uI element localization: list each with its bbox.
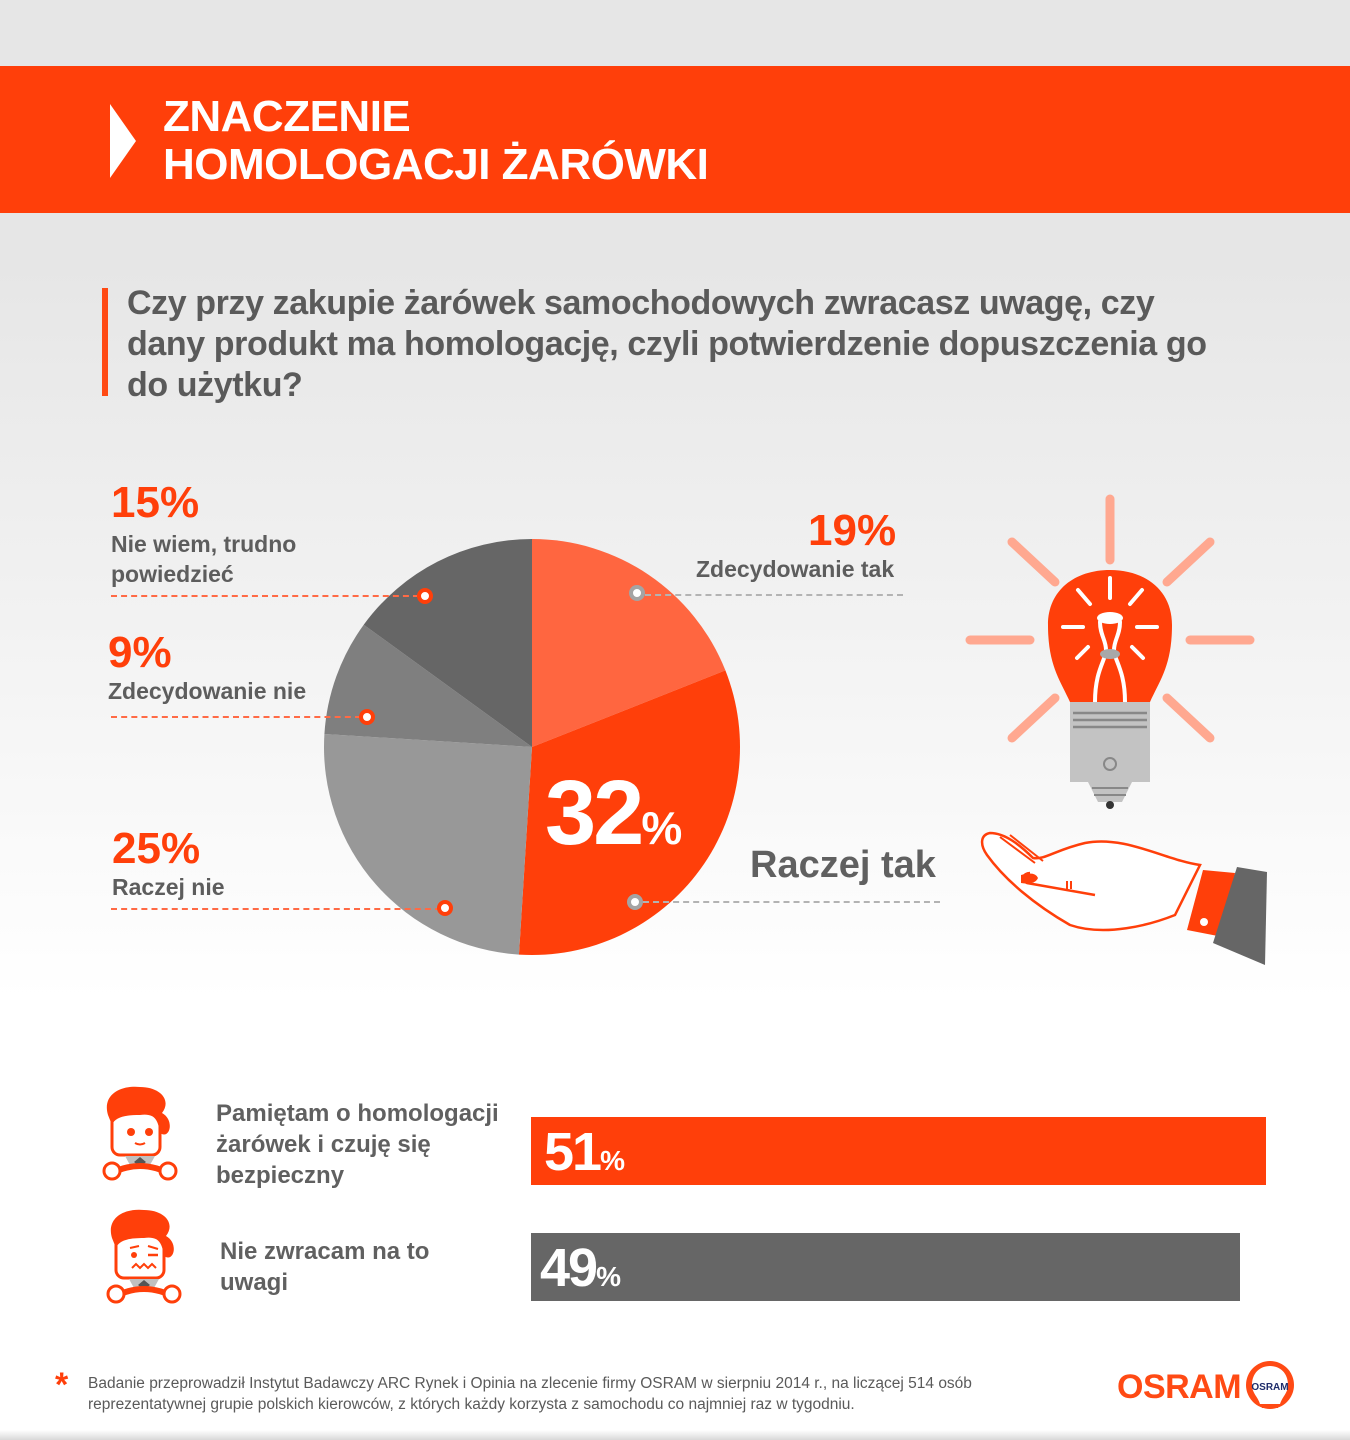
bar-label-ignore-line2: uwagi (220, 1269, 289, 1296)
bar-ignore-number: 49 (540, 1238, 598, 1298)
label-zdecydowanie-nie: Zdecydowanie nie (108, 678, 307, 704)
header-banner: ZNACZENIE HOMOLOGACJI ŻARÓWKI (0, 66, 1350, 213)
pie-slice-raczej-nie (324, 733, 532, 955)
label-nie-wiem: Nie wiem, trudno powiedzieć (111, 529, 296, 589)
pie-slices (324, 539, 740, 955)
leader-line-zdecydowanie-nie (111, 716, 361, 718)
label-nie-wiem-line2: powiedzieć (111, 561, 234, 587)
footnote-line2: reprezentatywnej grupie polskich kierowc… (88, 1396, 855, 1413)
osram-wordmark: OSRAM (1117, 1368, 1242, 1406)
bar-remember: 51% (531, 1117, 1266, 1185)
bar-remember-sign: % (600, 1145, 625, 1176)
bar-label-ignore: Nie zwracam na to uwagi (220, 1236, 429, 1298)
pct-zdecydowanie-tak: 19% (808, 506, 897, 555)
title-line-1: ZNACZENIE (163, 92, 411, 141)
marker-dot-zdecydowanie-nie (359, 709, 375, 725)
bar-remember-value: 51% (544, 1123, 625, 1190)
leader-line-raczej-nie (111, 908, 441, 910)
survey-question: Czy przy zakupie żarówek samochodowych z… (127, 284, 1207, 404)
pie-slice-zdecydowanie-nie (324, 624, 532, 747)
pct-raczej-tak-sign: % (641, 802, 683, 854)
pie-slice-raczej-tak (518, 670, 740, 955)
footnote-line1: Badanie przeprowadził Instytut Badawczy … (88, 1375, 972, 1392)
leader-line-raczej-tak (643, 901, 940, 903)
asterisk-icon: * (55, 1366, 69, 1404)
light-bulb-icon (965, 494, 1255, 809)
bar-label-remember-line2: żarówek i czuję się (216, 1131, 431, 1158)
label-raczej-nie: Raczej nie (112, 874, 225, 900)
marker-dot-raczej-tak (627, 894, 643, 910)
pct-nie-wiem: 15% (111, 478, 200, 527)
label-raczej-tak: Raczej tak (750, 844, 936, 886)
page-title: ZNACZENIE HOMOLOGACJI ŻARÓWKI (163, 92, 709, 189)
label-zdecydowanie-tak: Zdecydowanie tak (696, 556, 895, 582)
happy-driver-icon (102, 1086, 178, 1181)
leader-line-zdecydowanie-tak (645, 594, 903, 596)
marker-dot-zdecydowanie-tak (629, 585, 645, 601)
osram-badge-text: OSRAM (1251, 1382, 1288, 1393)
marker-dot-raczej-nie (437, 900, 453, 916)
bar-ignore-sign: % (596, 1261, 621, 1292)
pct-zdecydowanie-nie: 9% (108, 628, 172, 677)
footnote: Badanie przeprowadził Instytut Badawczy … (88, 1373, 1048, 1415)
bar-ignore: 49% (531, 1233, 1240, 1301)
osram-bulb-logo-icon: OSRAM (1246, 1361, 1294, 1409)
bar-label-remember-line1: Pamiętam o homologacji (216, 1100, 499, 1127)
pct-raczej-tak-number: 32 (545, 762, 644, 864)
pct-raczej-nie: 25% (112, 824, 201, 873)
bar-label-remember-line3: bezpieczny (216, 1162, 345, 1189)
question-accent-bar (102, 288, 108, 396)
marker-dot-nie-wiem (417, 588, 433, 604)
worried-driver-icon (106, 1209, 182, 1304)
play-arrow-icon (110, 104, 136, 178)
pie-slice-zdecydowanie-tak (532, 539, 726, 747)
bar-remember-number: 51 (544, 1122, 602, 1182)
open-hand-icon (980, 831, 1267, 965)
pie-slice-nie-wiem (363, 539, 532, 747)
pie-chart (324, 539, 740, 955)
title-line-2: HOMOLOGACJI ŻARÓWKI (163, 140, 709, 189)
bar-label-ignore-line1: Nie zwracam na to (220, 1238, 430, 1265)
leader-line-nie-wiem (111, 595, 419, 597)
bar-label-remember: Pamiętam o homologacji żarówek i czuję s… (216, 1098, 499, 1191)
bar-ignore-value: 49% (540, 1239, 621, 1306)
label-nie-wiem-line1: Nie wiem, trudno (111, 531, 297, 557)
pct-raczej-tak: 32% (545, 765, 682, 876)
